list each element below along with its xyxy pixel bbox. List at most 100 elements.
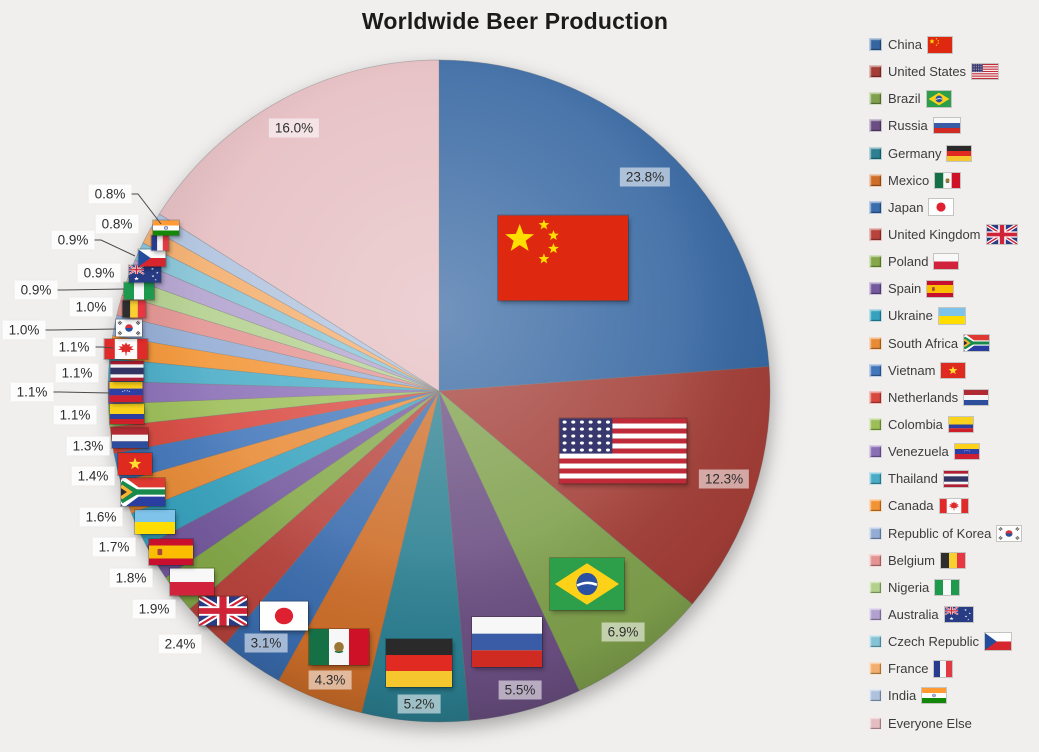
legend-japan-flag	[928, 198, 955, 217]
legend-spain-flag	[926, 279, 955, 298]
legend-label: Japan	[888, 199, 924, 215]
value-label-mexico: 4.3%	[308, 670, 352, 690]
value-label-belgium: 1.0%	[69, 297, 113, 317]
legend-item-vietnam[interactable]: Vietnam	[869, 357, 1037, 384]
legend-label: Belgium	[888, 552, 935, 568]
legend-item-nigeria[interactable]: Nigeria	[869, 574, 1037, 601]
value-label-everyone-else: 16.0%	[268, 118, 320, 138]
south-africa-flag	[120, 477, 166, 507]
legend-label: Vietnam	[888, 362, 936, 378]
value-label-venezuela: 1.1%	[10, 382, 54, 402]
legend-item-japan[interactable]: Japan	[869, 194, 1037, 221]
legend-india-flag	[921, 687, 948, 705]
legend-poland-flag	[933, 253, 960, 271]
legend-color-swatch	[869, 580, 882, 594]
legend-color-swatch	[869, 336, 882, 350]
legend-item-everyone-else[interactable]: Everyone Else	[869, 710, 1037, 737]
legend-item-south-africa[interactable]: South Africa	[869, 330, 1037, 357]
legend-color-swatch	[869, 363, 882, 377]
value-label-republic-of-korea: 1.0%	[2, 320, 46, 340]
value-label-nigeria: 0.9%	[14, 280, 58, 300]
legend-label: Everyone Else	[888, 715, 972, 731]
value-label-spain: 1.8%	[109, 568, 153, 588]
mexico-flag	[308, 628, 370, 666]
legend-item-united-kingdom[interactable]: United Kingdom	[869, 221, 1037, 248]
legend-color-swatch	[869, 635, 882, 649]
legend-label: Mexico	[888, 172, 930, 188]
legend-label: Thailand	[888, 471, 938, 487]
legend-item-germany[interactable]: Germany	[869, 140, 1037, 167]
legend-color-swatch	[869, 499, 882, 513]
legend-canada-flag	[938, 497, 969, 514]
legend-color-swatch	[869, 418, 882, 432]
legend-color-swatch	[869, 608, 882, 622]
australia-flag	[128, 264, 162, 284]
legend-color-swatch	[869, 689, 882, 703]
legend-item-china[interactable]: China	[869, 31, 1037, 58]
legend-item-australia[interactable]: Australia	[869, 601, 1037, 628]
legend-label: Venezuela	[888, 444, 949, 460]
chart-title: Worldwide Beer Production	[361, 8, 669, 34]
vietnam-flag	[117, 452, 153, 476]
legend-label: Republic of Korea	[888, 525, 992, 541]
legend-color-swatch	[869, 255, 882, 269]
value-label-colombia: 1.1%	[53, 405, 97, 425]
legend-color-swatch	[869, 445, 882, 459]
legend: China United States Brazil Russia Germany Mex…	[869, 31, 1037, 737]
legend-color-swatch	[869, 472, 882, 486]
legend-item-belgium[interactable]: Belgium	[869, 547, 1037, 574]
japan-flag	[259, 600, 309, 632]
legend-label: South Africa	[888, 335, 959, 351]
value-label-czech-republic: 0.9%	[51, 230, 95, 250]
russia-flag	[471, 616, 543, 668]
legend-label: Poland	[888, 254, 929, 270]
legend-item-united-states[interactable]: United States	[869, 58, 1037, 85]
legend-item-czech-republic[interactable]: Czech Republic	[869, 628, 1037, 655]
legend-item-spain[interactable]: Spain	[869, 275, 1037, 302]
legend-china-flag	[926, 35, 953, 54]
spain-flag	[148, 538, 194, 566]
legend-item-russia[interactable]: Russia	[869, 112, 1037, 139]
legend-color-swatch	[869, 146, 882, 160]
legend-item-thailand[interactable]: Thailand	[869, 465, 1037, 492]
legend-item-poland[interactable]: Poland	[869, 248, 1037, 275]
legend-color-swatch	[869, 228, 882, 242]
legend-france-flag	[933, 659, 954, 678]
legend-label: France	[888, 661, 929, 677]
legend-label: India	[888, 688, 917, 704]
legend-item-mexico[interactable]: Mexico	[869, 167, 1037, 194]
value-label-japan: 3.1%	[244, 633, 288, 653]
thailand-flag	[109, 360, 145, 382]
legend-label: Colombia	[888, 417, 943, 433]
colombia-flag	[109, 403, 145, 425]
legend-czech-republic-flag	[984, 632, 1013, 652]
canada-flag	[103, 338, 149, 360]
legend-united-states-flag	[971, 63, 1000, 81]
india-flag	[152, 219, 180, 237]
legend-item-france[interactable]: France	[869, 655, 1037, 682]
legend-item-netherlands[interactable]: Netherlands	[869, 384, 1037, 411]
legend-color-swatch	[869, 200, 882, 214]
legend-label: Czech Republic	[888, 634, 980, 650]
legend-australia-flag	[943, 606, 974, 624]
legend-item-venezuela[interactable]: Venezuela	[869, 438, 1037, 465]
value-label-thailand: 1.1%	[55, 363, 99, 383]
legend-item-republic-of-korea[interactable]: Republic of Korea	[869, 520, 1037, 547]
legend-label: Brazil	[888, 91, 921, 107]
united-states-flag	[558, 417, 688, 485]
legend-item-canada[interactable]: Canada	[869, 492, 1037, 519]
legend-thailand-flag	[942, 469, 969, 488]
value-label-canada: 1.1%	[52, 337, 96, 357]
value-label-india: 0.8%	[88, 184, 132, 204]
legend-republic-of-korea-flag	[996, 524, 1023, 542]
legend-label: Ukraine	[888, 308, 933, 324]
china-flag	[497, 214, 629, 302]
legend-item-ukraine[interactable]: Ukraine	[869, 302, 1037, 329]
republic-of-korea-flag	[115, 318, 143, 338]
legend-label: Spain	[888, 281, 922, 297]
legend-item-india[interactable]: India	[869, 682, 1037, 709]
legend-item-brazil[interactable]: Brazil	[869, 85, 1037, 112]
value-label-france: 0.8%	[95, 214, 139, 234]
legend-label: Germany	[888, 145, 942, 161]
legend-item-colombia[interactable]: Colombia	[869, 411, 1037, 438]
